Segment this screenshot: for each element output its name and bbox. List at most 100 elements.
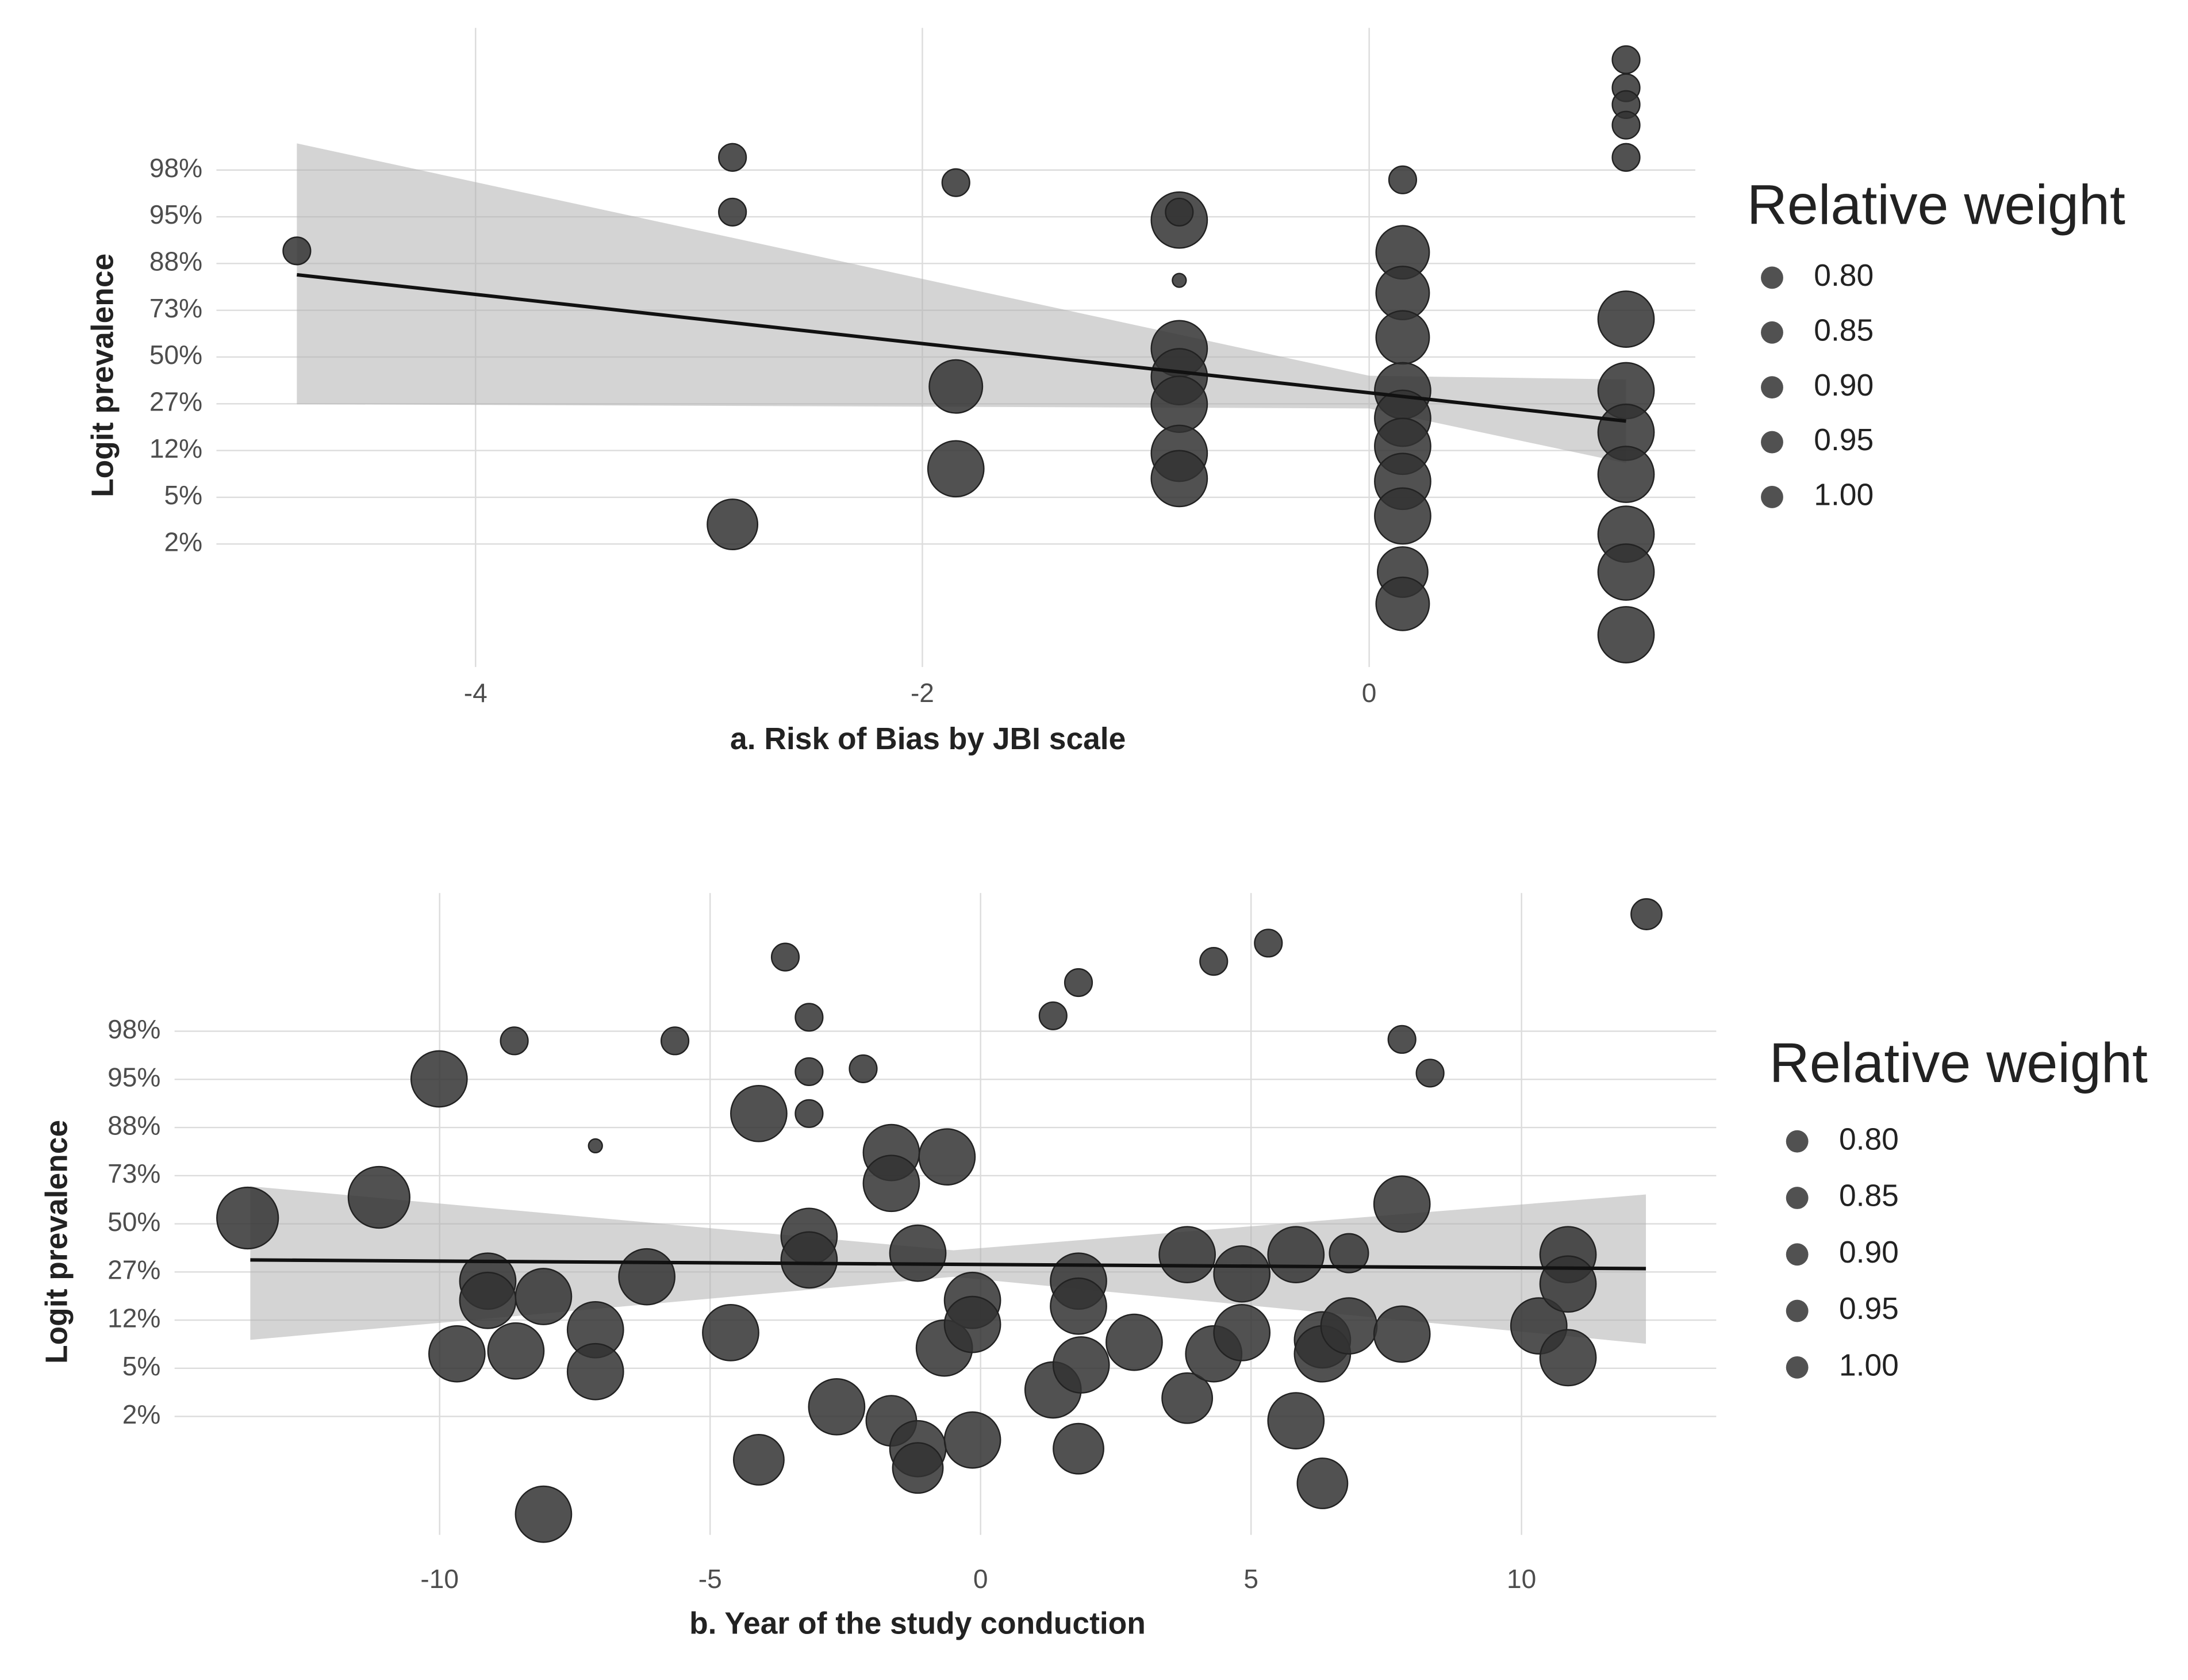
bubble [941,168,970,197]
y-tick-label: 50% [149,340,202,370]
legend-key [1761,486,1783,508]
legend-label: 0.80 [1839,1122,1899,1156]
bubble [1165,197,1194,227]
legend-key [1761,266,1783,289]
bubble [1611,143,1641,172]
bubble [1213,1303,1271,1361]
y-tick-label: 95% [149,200,202,229]
bubble [892,1442,944,1494]
y-axis-title: Logit prevalence [40,1120,74,1364]
bubble [702,1303,759,1361]
y-tick-label: 27% [149,386,202,416]
legend-label: 1.00 [1814,478,1874,512]
fit-line [250,1258,1646,1271]
bubble [862,1154,920,1213]
y-axis-title: Logit prevalence [86,254,120,497]
y-tick-label: 27% [108,1255,160,1285]
bubble [849,1054,878,1083]
y-tick-label: 5% [122,1351,161,1381]
x-tick-label: 0 [973,1564,988,1594]
legend-label: 0.85 [1839,1179,1899,1213]
bubble [1213,1245,1271,1303]
bubble [1375,576,1430,631]
bubble [410,1050,468,1108]
bubble [794,1099,824,1128]
x-tick-label: 5 [1243,1564,1258,1594]
x-tick-label: -2 [911,678,934,708]
bubble [808,1378,866,1436]
bubble [1254,929,1283,958]
bubble [718,197,747,227]
bubble [515,1268,573,1325]
legend-key [1761,321,1783,344]
y-tick-label: 88% [108,1110,160,1140]
legend-key [1786,1356,1809,1379]
bubble [1611,110,1641,140]
legend-label: 1.00 [1839,1348,1899,1382]
legend-label: 0.95 [1814,423,1874,457]
bubble [794,1003,824,1032]
bubble [1267,1226,1325,1284]
y-tick-label: 73% [108,1159,160,1188]
bubble [1597,446,1655,503]
y-tick-label: 2% [122,1399,161,1429]
y-tick-label: 2% [164,527,203,557]
bubble [1320,1297,1378,1355]
bubble [1050,1277,1107,1335]
bubble [718,143,747,172]
bubble [566,1343,624,1401]
y-tick-label: 5% [164,480,203,510]
bubble [1373,1175,1431,1233]
bubble [1597,543,1655,601]
bubble [428,1325,486,1383]
bubble [1415,1058,1445,1088]
bubble [1387,1025,1417,1054]
legend-key [1761,431,1783,454]
legend-title: Relative weight [1769,1031,2148,1094]
bubble [732,1434,785,1486]
x-tick-label: -5 [698,1564,722,1594]
bubble [1267,1392,1325,1449]
bubble [1597,606,1655,663]
x-tick-label: 10 [1507,1564,1536,1594]
legend-label: 0.90 [1839,1236,1899,1269]
legend-label: 0.85 [1814,313,1874,347]
bubble [780,1231,838,1289]
bubble [918,1128,976,1186]
bubble [618,1248,675,1306]
legend-key [1786,1299,1809,1322]
bubble [1150,375,1208,433]
bubble [770,942,800,972]
bubble [943,1411,1001,1469]
x-axis-title: b. Year of the study conduction [689,1606,1146,1640]
bubble [216,1186,279,1250]
bubble [730,1084,788,1142]
bubble [1199,947,1229,976]
bubble [500,1026,529,1056]
bubble [1597,290,1655,348]
bubble [1375,310,1430,365]
bubble [794,1057,824,1087]
y-tick-label: 98% [108,1014,160,1044]
y-tick-label: 50% [108,1207,160,1237]
legend-key [1786,1187,1809,1209]
bubble [1158,1226,1216,1284]
y-tick-label: 95% [108,1063,160,1092]
y-tick-label: 88% [149,247,202,277]
bubble [1105,1313,1163,1371]
legend-label: 0.90 [1814,369,1874,402]
bubble [588,1138,603,1154]
bubble [889,1224,947,1282]
bubble [1296,1457,1349,1509]
y-tick-label: 98% [149,153,202,183]
bubble [1150,450,1208,508]
bubble [1172,273,1187,288]
bubble [1539,1329,1597,1387]
y-tick-label: 12% [108,1303,160,1333]
legend-title: Relative weight [1747,174,2125,236]
bubble [1161,1372,1214,1424]
x-tick-label: 0 [1362,678,1377,708]
bubble [1611,45,1641,74]
